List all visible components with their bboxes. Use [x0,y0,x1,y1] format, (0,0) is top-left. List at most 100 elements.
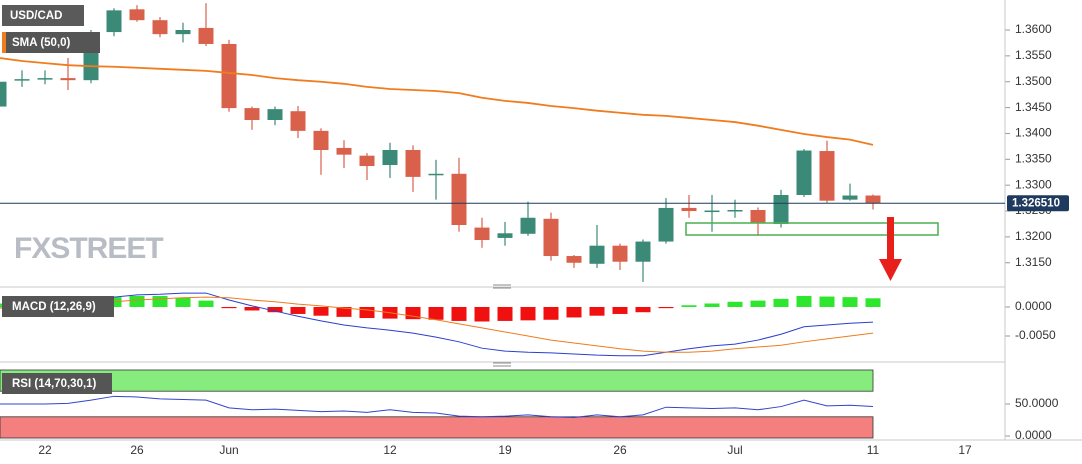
macd-histogram-bar [152,295,168,307]
y-tick-label: 1.3400 [1015,126,1052,140]
macd-histogram-bar [635,307,651,313]
macd-histogram-bar [865,298,881,307]
candle-body [428,173,444,176]
candle-body [474,227,490,240]
macd-histogram-bar [750,300,766,307]
x-tick-label: 26 [613,443,627,457]
legend-entry: SMA (50,0) [12,37,71,49]
macd-histogram-bar [727,301,743,307]
overlay: 1.326510 [0,195,1069,212]
down-arrow [879,217,902,281]
legend-box [2,296,114,317]
y-tick-label: 1.3150 [1015,255,1052,269]
legend-box [2,373,112,394]
watermark: FXSTREET [14,232,163,265]
candle-body [267,109,283,120]
candle-body [244,108,260,120]
macd-histogram-bar [474,307,490,322]
x-tick-label: Jun [219,443,238,457]
legend: USD/CAD SMA (50,0) MACD (12,26,9) RSI (1… [2,5,114,394]
candle-body [750,210,766,223]
y-tick-label: 1.3200 [1015,229,1052,243]
x-tick-label: 12 [383,443,397,457]
candle-body [704,210,720,213]
macd-histogram-bar [612,307,628,314]
signal-line [0,296,874,353]
candle-body [612,245,628,262]
oversold-band [0,416,874,439]
macd-histogram-bar [704,303,720,307]
legend-entry: MACD (12,26,9) [12,301,96,313]
last-price-label: 1.326510 [1012,197,1060,209]
candle-body [359,155,375,167]
macd-histogram-bar [543,307,559,320]
candle-body [106,10,122,33]
sma-line [0,57,874,146]
candle-body [14,79,30,81]
candle-body [451,173,467,225]
macd-histogram-bar [221,307,237,309]
x-tick-label: 26 [130,443,144,457]
macd-histogram-bar [520,307,536,321]
candle-body [635,241,651,262]
candle-body [382,150,398,165]
candle-body [658,207,674,242]
candle-body [129,9,145,21]
macd-histogram-bar [819,296,835,307]
macd-histogram-bar [589,307,605,316]
last-price-box [1007,195,1069,212]
legend-swatch [2,32,6,53]
candle-body [60,78,76,81]
y-tick-label: 1.3300 [1015,177,1052,191]
y-tick-label: 1.3550 [1015,48,1052,62]
macd-histogram-bar [658,307,674,309]
legend-box [2,5,84,26]
legend-box [2,32,100,53]
candle-body [520,217,536,234]
macd-histogram-bar [566,307,582,318]
candle-body [727,210,743,212]
macd-histogram-bar [336,307,352,317]
candle-body [819,151,835,201]
x-tick-label: 19 [498,443,512,457]
candle-body [566,256,582,263]
candle-body [865,195,881,204]
legend-entry: RSI (14,70,30,1) [12,378,97,390]
y-tick-label: 0.0000 [1015,299,1052,313]
legend-title: USD/CAD [10,10,62,22]
candle-body [681,207,697,212]
candle-body [543,218,559,257]
macd-histogram-bar [773,298,789,307]
candle-body [796,150,812,195]
macd-histogram-bar [451,307,467,321]
macd-histogram-bar [681,305,697,307]
y-tick-label: 1.3450 [1015,100,1052,114]
macd-histogram-bar [842,297,858,307]
candle-body [175,30,191,35]
candle-body [198,27,214,44]
candle-body [842,195,858,200]
candle-body [336,147,352,155]
macd-histogram-bar [267,307,283,313]
candle-body [405,150,421,177]
candle-body [313,130,329,150]
plot-area: 1.31501.32001.32501.33001.33501.34001.34… [0,3,1059,457]
macd-line [0,292,874,357]
candle-body [497,233,513,238]
x-tick-label: 17 [958,443,972,457]
y-tick-label: 50.0000 [1015,396,1059,410]
y-tick-label: -0.0050 [1015,328,1056,342]
y-tick-label: 1.3600 [1015,22,1052,36]
candle-body [37,78,53,80]
x-tick-label: Jul [727,443,742,457]
macd-histogram-bar [175,297,191,307]
macd-histogram-bar [290,307,306,314]
x-tick-label: 11 [867,443,880,457]
overbought-band [0,369,874,392]
resize-handle[interactable] [493,284,511,367]
rsi-line [0,395,874,418]
macd-histogram-bar [796,295,812,307]
candle-body [773,195,789,224]
macd-histogram-bar [359,307,375,319]
